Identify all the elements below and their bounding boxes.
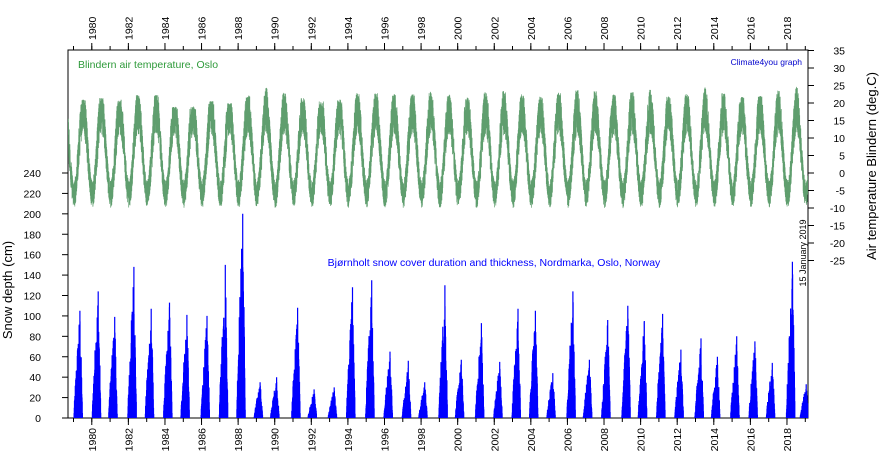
left-tick-label: 40 <box>29 372 41 384</box>
right-tick-label: -25 <box>830 256 845 268</box>
x-tick-label-top: 1994 <box>343 16 355 40</box>
x-tick-label-top: 2000 <box>453 16 465 40</box>
x-tick-label-bottom: 2008 <box>599 428 611 452</box>
x-tick-label-bottom: 2014 <box>709 428 721 452</box>
plot-frame <box>67 49 809 419</box>
x-tick-label-bottom: 1982 <box>123 428 135 452</box>
right-tick-label: -5 <box>836 186 845 198</box>
x-tick-label-top: 2018 <box>782 16 794 40</box>
right-tick-label: 10 <box>833 133 845 145</box>
x-tick-label-top: 1998 <box>416 16 428 40</box>
left-tick-label: 60 <box>29 352 41 364</box>
x-tick-label-bottom: 2004 <box>526 428 538 452</box>
x-tick-label-top: 2014 <box>709 16 721 40</box>
left-tick-label: 100 <box>23 311 41 323</box>
x-tick-label-bottom: 2006 <box>562 428 574 452</box>
x-tick-label-bottom: 1986 <box>197 428 209 452</box>
right-tick-label: 0 <box>839 168 845 180</box>
temperature-layer <box>68 86 808 209</box>
left-tick-label: 140 <box>23 270 41 282</box>
x-tick-label-bottom: 1980 <box>87 428 99 452</box>
x-tick-label-bottom: 2010 <box>636 428 648 452</box>
x-tick-label-top: 2002 <box>489 16 501 40</box>
right-tick-label: 35 <box>833 46 845 58</box>
x-tick-label-bottom: 1984 <box>160 428 172 452</box>
x-tick-label-bottom: 2002 <box>489 428 501 452</box>
left-tick-label: 240 <box>23 168 41 180</box>
x-tick-label-top: 1992 <box>306 16 318 40</box>
left-tick-label: 80 <box>29 331 41 343</box>
right-tick-label: -20 <box>830 238 845 250</box>
snow-depth-series <box>73 213 809 418</box>
left-tick-label: 120 <box>23 291 41 303</box>
right-axis-label: Air temperature Blindern (deg.C) <box>864 72 879 260</box>
left-tick-label: 200 <box>23 209 41 221</box>
right-tick-label: 5 <box>839 151 845 163</box>
right-tick-label: -15 <box>830 221 845 233</box>
x-tick-label-top: 1986 <box>197 16 209 40</box>
right-tick-label: 15 <box>833 116 845 128</box>
x-tick-label-bottom: 2016 <box>745 428 757 452</box>
snow-title: Bjørnholt snow cover duration and thickn… <box>328 257 661 269</box>
x-tick-label-bottom: 2012 <box>672 428 684 452</box>
x-tick-label-top: 1990 <box>270 16 282 40</box>
x-tick-label-bottom: 1998 <box>416 428 428 452</box>
x-tick-label-bottom: 1990 <box>270 428 282 452</box>
right-tick-label: -10 <box>830 203 845 215</box>
x-tick-label-top: 1984 <box>160 16 172 40</box>
date-stamp: 15 January 2019 <box>798 219 808 286</box>
x-tick-label-top: 2006 <box>562 16 574 40</box>
x-tick-label-top: 1980 <box>87 16 99 40</box>
temperature-title: Blindern air temperature, Oslo <box>78 59 218 71</box>
right-tick-label: 25 <box>833 81 845 93</box>
left-tick-label: 160 <box>23 250 41 262</box>
credit-label: Climate4you graph <box>731 57 803 67</box>
left-axis-label: Snow depth (cm) <box>0 241 15 339</box>
x-tick-label-top: 2012 <box>672 16 684 40</box>
left-tick-label: 180 <box>23 229 41 241</box>
axes-layer: 1980 1980 1982 1982 1984 1984 1986 1986 1988 1988… <box>23 16 845 451</box>
left-tick-label: 0 <box>35 413 41 425</box>
temperature-series <box>68 86 808 209</box>
left-tick-label: 220 <box>23 188 41 200</box>
x-tick-label-top: 2016 <box>745 16 757 40</box>
snow-depth-layer <box>73 213 809 418</box>
x-tick-label-top: 1982 <box>123 16 135 40</box>
x-tick-label-top: 1988 <box>233 16 245 40</box>
right-tick-label: 20 <box>833 98 845 110</box>
x-tick-label-bottom: 1988 <box>233 428 245 452</box>
x-tick-label-top: 2004 <box>526 16 538 40</box>
x-tick-label-bottom: 1992 <box>306 428 318 452</box>
x-tick-label-top: 2008 <box>599 16 611 40</box>
x-tick-label-bottom: 1994 <box>343 428 355 452</box>
x-tick-label-top: 1996 <box>379 16 391 40</box>
x-tick-label-bottom: 2018 <box>782 428 794 452</box>
x-tick-label-top: 2010 <box>636 16 648 40</box>
right-tick-label: 30 <box>833 63 845 75</box>
x-tick-label-bottom: 1996 <box>379 428 391 452</box>
left-tick-label: 20 <box>29 393 41 405</box>
x-tick-label-bottom: 2000 <box>453 428 465 452</box>
